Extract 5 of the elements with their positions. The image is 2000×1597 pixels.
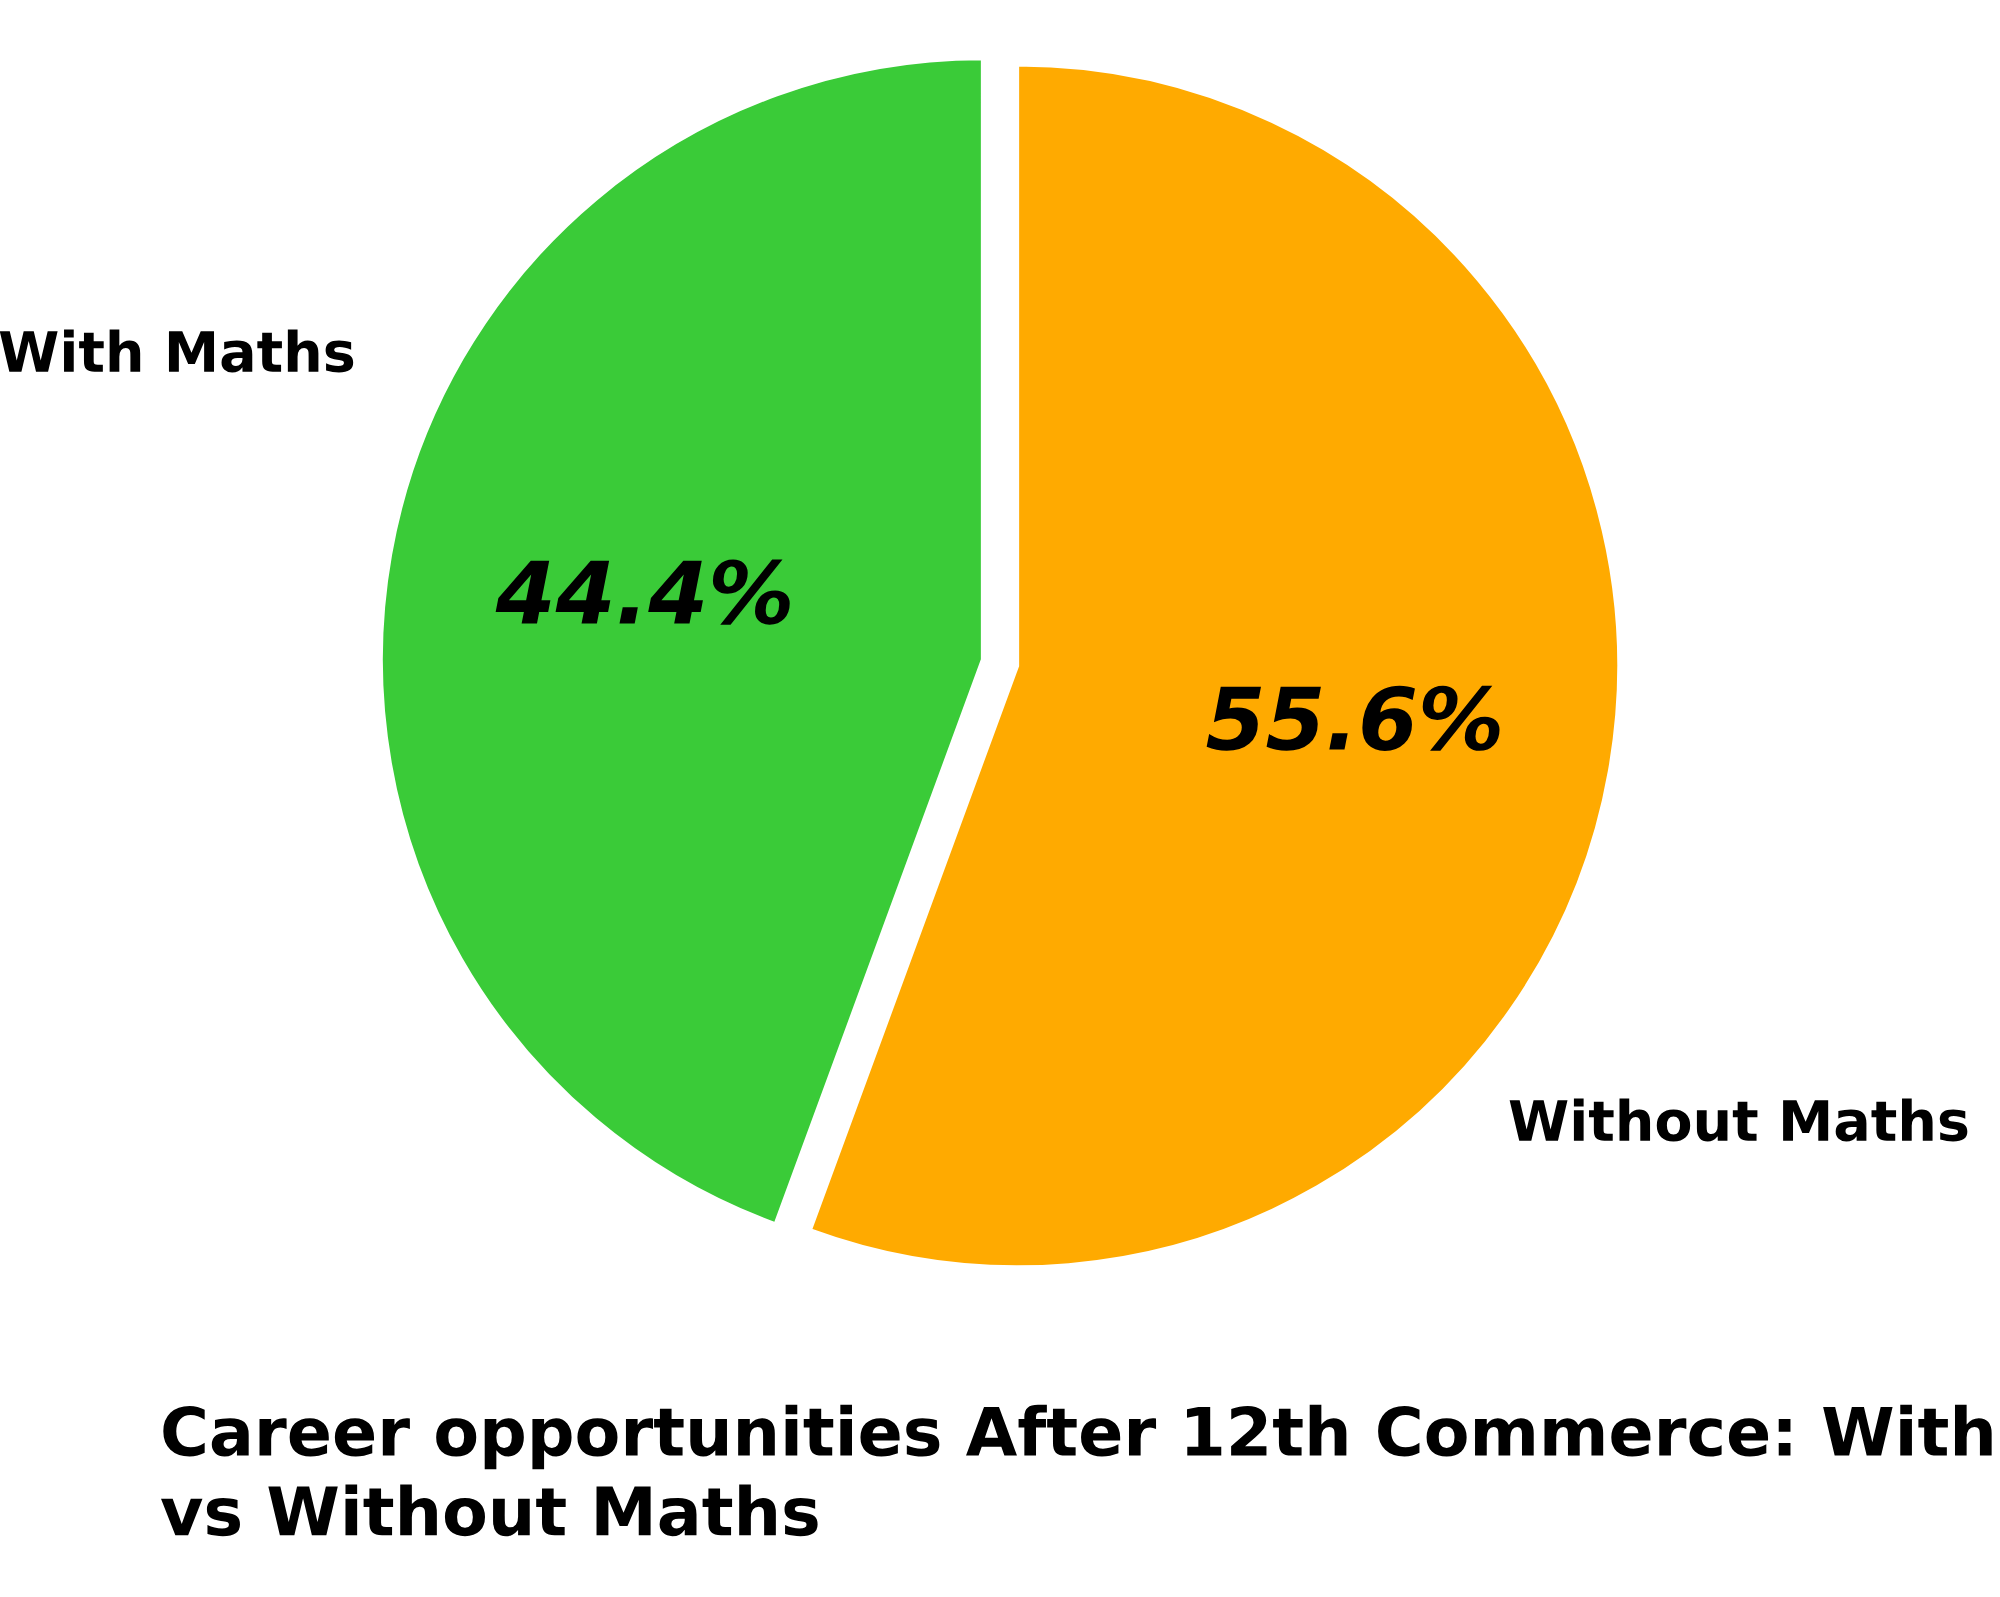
text: Career opportunities After 12th Commerce: With vs Without Maths [161,1404,1992,1537]
slice-label: Without Maths [1509,1098,1968,1142]
slice-label: With Maths [0,329,354,373]
data-label: 44.4% [495,559,790,625]
data-label: 55.6% [1206,685,1500,751]
